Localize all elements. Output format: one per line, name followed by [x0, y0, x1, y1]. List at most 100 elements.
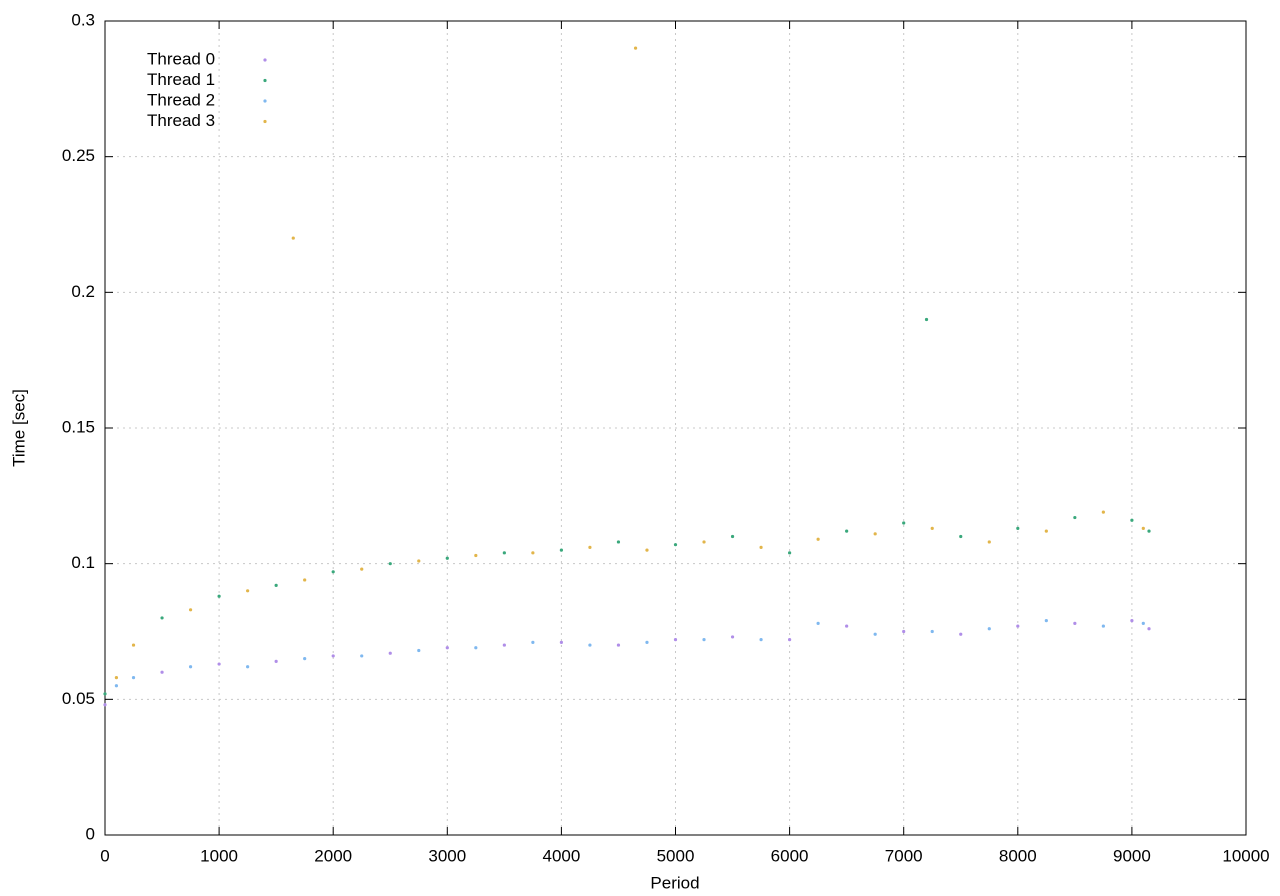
legend-label: Thread 1 [147, 70, 215, 89]
point [474, 553, 478, 558]
point [160, 616, 164, 620]
point [1044, 529, 1048, 533]
y-tick-label: 0.1 [71, 553, 95, 572]
point [388, 562, 392, 566]
y-tick-label: 0.15 [62, 417, 95, 436]
point [959, 632, 963, 636]
point [673, 543, 678, 547]
point [845, 529, 849, 533]
point [1073, 621, 1077, 625]
y-tick-label: 0.2 [71, 282, 95, 301]
point [160, 670, 164, 674]
legend-marker [263, 58, 267, 62]
point [730, 534, 735, 539]
x-tick-label: 10000 [1222, 846, 1269, 865]
legend-marker [263, 78, 267, 83]
y-tick-label: 0.25 [62, 146, 95, 165]
point [702, 540, 706, 544]
point [645, 548, 649, 552]
point [502, 643, 506, 647]
point [1016, 624, 1020, 628]
point [873, 632, 877, 636]
point [930, 629, 934, 634]
point [816, 621, 820, 625]
x-tick-label: 3000 [428, 846, 466, 865]
point [588, 643, 592, 647]
point [559, 640, 564, 644]
point [1101, 624, 1105, 628]
point [274, 659, 278, 663]
point [417, 559, 421, 563]
point [702, 638, 706, 642]
point [246, 589, 250, 593]
y-tick-label: 0.3 [71, 10, 95, 29]
point [788, 638, 792, 642]
point [217, 662, 221, 666]
point [788, 551, 792, 555]
point [1044, 619, 1048, 623]
point [217, 594, 221, 598]
plot-frame [104, 20, 1247, 836]
x-tick-label: 6000 [771, 846, 809, 865]
point [924, 317, 929, 322]
point [987, 627, 991, 631]
point [845, 624, 849, 628]
point [445, 646, 449, 650]
point [445, 556, 449, 560]
legend-label: Thread 3 [147, 111, 215, 130]
point [616, 540, 621, 544]
point [930, 526, 934, 530]
point [1147, 529, 1151, 533]
point [417, 648, 421, 653]
point [303, 657, 307, 661]
point [1130, 619, 1134, 623]
point [114, 684, 119, 688]
x-tick-label: 7000 [885, 846, 923, 865]
point [303, 578, 307, 582]
x-tick-label: 2000 [314, 846, 352, 865]
point [759, 638, 763, 642]
point [588, 545, 592, 549]
point [131, 643, 136, 647]
point [759, 545, 763, 549]
x-tick-label: 5000 [657, 846, 695, 865]
point [987, 540, 991, 544]
point [114, 676, 119, 680]
point [388, 651, 392, 655]
x-tick-label: 4000 [542, 846, 580, 865]
point [331, 654, 335, 658]
legend-marker [263, 99, 267, 103]
point [131, 676, 136, 680]
point [559, 548, 564, 552]
point [188, 665, 193, 669]
point [1073, 515, 1077, 520]
x-axis-label: Period [650, 873, 699, 892]
x-tick-label: 0 [100, 846, 109, 865]
y-tick-label: 0.05 [62, 689, 95, 708]
point [360, 654, 364, 658]
legend-label: Thread 0 [147, 49, 215, 68]
point [1101, 510, 1105, 514]
point [246, 665, 250, 669]
point [103, 703, 107, 707]
point [1130, 518, 1134, 522]
legend-label: Thread 2 [147, 90, 215, 109]
point [873, 532, 877, 536]
point [1141, 621, 1145, 625]
x-tick-label: 1000 [200, 846, 238, 865]
point [360, 567, 364, 571]
x-tick-label: 8000 [999, 846, 1037, 865]
y-tick-label: 0 [86, 824, 95, 843]
point [1016, 526, 1020, 530]
point [1141, 526, 1145, 530]
point [902, 521, 906, 525]
point [531, 551, 535, 555]
point [633, 46, 638, 50]
point [902, 629, 906, 634]
point [331, 570, 335, 574]
point [291, 236, 295, 240]
point [730, 635, 735, 639]
point [959, 534, 963, 539]
point [616, 643, 621, 647]
